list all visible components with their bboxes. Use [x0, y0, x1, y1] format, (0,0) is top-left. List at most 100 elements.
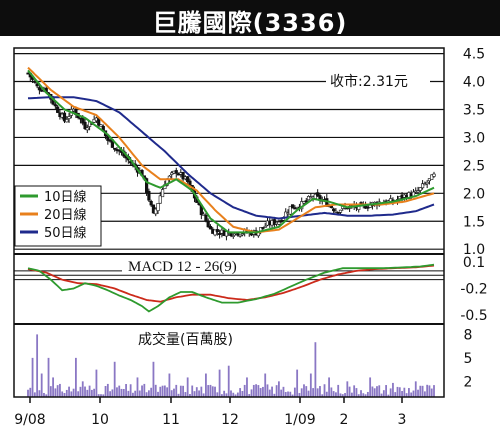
price-tick-label: 3.5 [463, 102, 485, 118]
candle-body [170, 172, 174, 175]
price-tick-label: 3.0 [463, 130, 485, 146]
macd-tick-label: -0.5 [460, 308, 487, 324]
volume-bar [330, 387, 333, 397]
title-bar: 巨騰國際(3336) [0, 0, 500, 37]
candle-body [425, 181, 429, 185]
volume-bar [312, 388, 315, 397]
candle-body [277, 221, 281, 225]
volume-bar [100, 394, 102, 397]
volume-bar [387, 394, 390, 397]
candle-body [272, 219, 276, 225]
volume-bar [118, 385, 121, 397]
volume-bar [236, 392, 239, 397]
volume-bar [389, 388, 392, 397]
candle-body [231, 235, 235, 237]
chart-title: 巨騰國際(3336) [152, 9, 348, 37]
volume-bar [173, 388, 175, 397]
volume-bar [433, 385, 435, 397]
volume-bar [428, 385, 431, 397]
candle-body [202, 213, 206, 216]
volume-bar [211, 386, 214, 397]
volume-bar [186, 377, 189, 397]
volume-bar [309, 373, 312, 397]
candle-body [181, 172, 185, 180]
volume-bar [385, 385, 388, 397]
volume-bar [109, 391, 112, 397]
volume-tick-label: 8 [464, 327, 473, 343]
macd-tick-label: 0.1 [463, 255, 485, 271]
candle-body [188, 180, 192, 186]
volume-bar [382, 390, 385, 397]
x-tick-label: 1/09 [284, 412, 315, 428]
volume-bar [138, 390, 141, 397]
volume-bar [223, 390, 226, 397]
volume-bar [154, 384, 157, 397]
close-price-annotation-bg [326, 70, 430, 92]
candle-body [430, 174, 434, 180]
volume-bar [166, 387, 169, 397]
volume-bar [362, 393, 365, 397]
volume-bar [303, 384, 305, 397]
volume-bar [97, 394, 100, 397]
volume-bar [366, 391, 369, 397]
volume-bar [63, 392, 66, 397]
candle-body [158, 195, 162, 204]
volume-bar [341, 394, 344, 397]
candle-body [261, 227, 265, 229]
x-tick-label: 2 [340, 412, 349, 428]
volume-bar [52, 377, 54, 397]
volume-bar [325, 391, 328, 397]
volume-bar [191, 385, 194, 397]
volume-bar [65, 389, 68, 397]
candle-body [154, 208, 158, 215]
volume-bar [143, 383, 146, 397]
volume-bar [321, 394, 324, 397]
volume-bar [111, 389, 114, 397]
volume-bar [337, 384, 340, 397]
candle-body [329, 205, 333, 208]
volume-bar [392, 382, 394, 397]
price-tick-label: 4.5 [463, 47, 485, 63]
volume-bar [410, 392, 413, 397]
volume-bar [195, 387, 198, 397]
candle-body [113, 147, 117, 150]
candle-body [35, 83, 39, 87]
ma10-line [27, 69, 435, 234]
volume-bar [300, 388, 303, 397]
candle-body [208, 226, 213, 230]
volume-bar [209, 384, 212, 397]
volume-bar [38, 390, 41, 397]
volume-bar [405, 393, 408, 397]
volume-bar [43, 392, 45, 397]
volume-bar [70, 391, 73, 397]
volume-bar [129, 384, 132, 397]
volume-bar [157, 391, 159, 397]
candle-body [418, 187, 422, 191]
volume-bar [95, 369, 98, 397]
volume-bar [284, 391, 287, 397]
volume-bar [170, 390, 173, 397]
volume-bar [241, 390, 244, 397]
candle-body [156, 203, 160, 211]
candle-body [334, 210, 338, 213]
volume-bar [353, 385, 356, 397]
ma50-line [27, 96, 435, 220]
candle-body [213, 229, 217, 236]
volume-bar [369, 377, 372, 397]
candle-body [147, 190, 151, 201]
volume-bar [145, 392, 148, 397]
candle-body [160, 189, 165, 198]
volume-bar [401, 390, 403, 397]
macd-line [27, 263, 435, 313]
volume-bar [200, 386, 203, 397]
volume-bar [31, 357, 34, 397]
candle-body [174, 170, 178, 174]
volume-tick-label: 5 [464, 351, 473, 367]
volume-bar [182, 385, 185, 397]
volume-bar [264, 373, 267, 397]
volume-bar [291, 394, 294, 397]
volume-bar [68, 386, 70, 397]
volume-bar [344, 393, 346, 397]
volume-bar [378, 385, 381, 397]
volume-bar [125, 384, 127, 397]
